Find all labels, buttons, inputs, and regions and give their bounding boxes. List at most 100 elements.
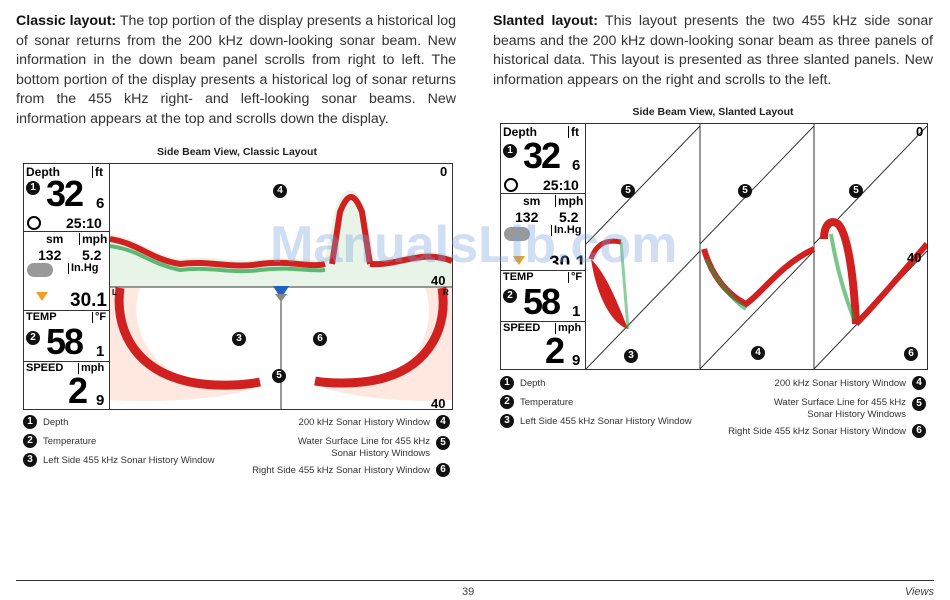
divider [24,231,109,232]
speed-label: SPEED [26,362,64,374]
pressure-value: 30.1 [70,290,107,311]
speed-unit: mph [78,363,104,374]
callout-5: 5 [849,184,863,198]
legend-text: Temperature [520,397,574,408]
divider [24,361,109,362]
legend-item: 200 kHz Sonar History Window 4 [728,376,926,395]
legend-number: 5 [436,436,450,450]
classic-legend-right: 200 kHz Sonar History Window 4 Water Surf… [252,415,450,482]
temp-label: TEMP [26,311,57,323]
callout-1: 1 [503,144,517,158]
legend-text: Temperature [43,436,97,447]
clock-icon [27,216,41,230]
callout-2: 2 [26,331,40,345]
legend-number: 4 [436,415,450,429]
scale-top: 0 [440,164,448,179]
legend-item: 3 Left Side 455 kHz Sonar History Window [500,414,720,433]
temp-unit: °F [92,312,106,323]
slanted-layout-screen: Depth ft 1 32 6 25:10 sm mph 132 5.2 In.… [500,123,928,370]
side-marker-left: L [112,288,117,297]
legend-number: 3 [23,453,37,467]
depth-label: Depth [26,165,60,179]
divider [501,270,585,271]
legend-number: 3 [500,414,514,428]
unit-mph: mph [79,233,107,245]
callout-3: 3 [624,349,638,363]
scale-top: 0 [916,124,924,139]
speed-value-int: 2 [545,330,565,370]
legend-item: Water Surface Line for 455 kHz Sonar His… [252,434,450,463]
depth-value-dec: 6 [96,195,105,212]
legend-number: 4 [912,376,926,390]
legend-item: Right Side 455 kHz Sonar History Window 6 [728,424,926,443]
legend-item: 1 Depth [23,415,243,434]
callout-1: 1 [26,181,40,195]
callout-5: 5 [738,184,752,198]
legend-item: 2 Temperature [23,434,243,453]
section-name: Views [904,586,934,598]
pressure-value: 30.1 [549,253,586,274]
speed-value-dec: 9 [96,392,105,409]
classic-layout-heading: Classic layout: [16,13,117,29]
fish-alert-icon [513,256,525,265]
distance-value: 132 [515,209,539,225]
classic-sonar-display [110,164,452,409]
legend-item: Right Side 455 kHz Sonar History Window 6 [252,463,450,482]
temp-unit: °F [568,272,582,283]
legend-text: Depth [520,378,546,389]
time-value: 25:10 [543,177,579,193]
temp-value-dec: 1 [572,303,581,320]
legend-number: 6 [912,424,926,438]
callout-6: 6 [904,347,918,361]
callout-5: 5 [272,369,286,383]
legend-item: 200 kHz Sonar History Window 4 [252,415,450,434]
speed-small-value: 5.2 [82,247,102,263]
pressure-unit: In.Hg [68,263,99,274]
depth-value-int: 32 [523,135,561,176]
temp-value-int: 58 [523,281,561,322]
classic-layout-paragraph: Classic layout: The top portion of the d… [16,12,456,129]
depth-value-int: 32 [46,173,84,214]
classic-legend-left: 1 Depth 2 Temperature 3 Left Side 455 kHz S… [23,415,243,472]
classic-layout-body: The top portion of the display presents … [16,13,457,127]
scale-bottom: 40 [431,396,446,410]
legend-item: 1 Depth [500,376,720,395]
slanted-layout-paragraph: Slanted layout: This layout presents the… [493,12,933,90]
callout-2: 2 [503,289,517,303]
legend-number: 2 [23,434,37,448]
weather-cloud-icon [27,263,53,277]
classic-figure-caption: Side Beam View, Classic Layout [157,146,317,158]
speed-unit: mph [555,323,581,334]
unit-mph: mph [555,195,583,207]
watermark: ManualsLib.com [270,216,678,274]
legend-number: 5 [912,397,926,411]
pressure-unit: In.Hg [551,225,582,236]
callout-5: 5 [621,184,635,198]
legend-number: 2 [500,395,514,409]
footer-rule [16,580,934,581]
legend-item: Water Surface Line for 455 kHz Sonar His… [728,395,926,424]
unit-sm: sm [46,232,64,246]
scale-mid: 40 [431,273,446,288]
slanted-layout-body: This layout presents the two 455 kHz sid… [493,13,933,88]
depth-unit: ft [568,126,579,138]
callout-6: 6 [313,332,327,346]
callout-3: 3 [232,332,246,346]
classic-layout-screen: Depth ft 1 32 6 25:10 sm mph 132 5.2 In.… [23,163,453,410]
slanted-sonar-display [586,124,927,369]
legend-text: 200 kHz Sonar History Window [774,378,906,389]
classic-readout-panel: Depth ft 1 32 6 25:10 sm mph 132 5.2 In.… [24,164,110,409]
scale-mid: 40 [907,250,922,265]
legend-text: Depth [43,417,69,428]
callout-4: 4 [751,346,765,360]
depth-value-dec: 6 [572,157,581,174]
legend-number: 1 [500,376,514,390]
clock-icon [504,178,518,192]
unit-sm: sm [523,194,541,208]
slanted-figure-caption: Side Beam View, Slanted Layout [632,106,794,118]
temp-label: TEMP [503,271,534,283]
slanted-legend-left: 1 Depth 2 Temperature 3 Left Side 455 kHz S… [500,376,720,433]
legend-item: 2 Temperature [500,395,720,414]
legend-item: 3 Left Side 455 kHz Sonar History Window [23,453,243,472]
callout-4: 4 [273,184,287,198]
